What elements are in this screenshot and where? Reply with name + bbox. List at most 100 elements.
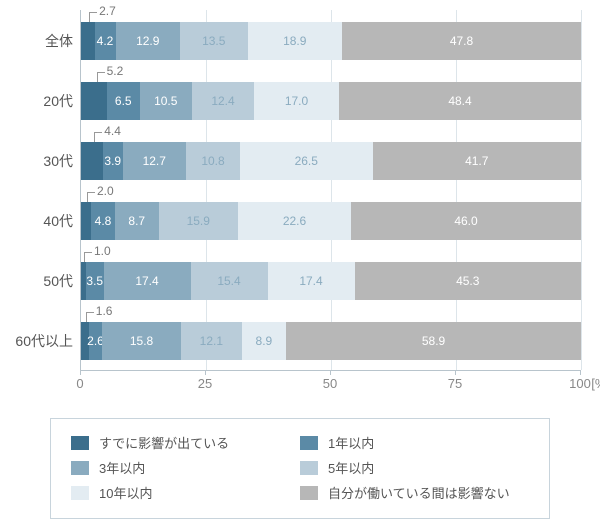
bar-segment: 3.9 — [103, 142, 123, 180]
x-tick-label: 50 — [323, 376, 337, 391]
segment-value: 58.9 — [422, 334, 445, 348]
segment-value: 22.6 — [283, 214, 306, 228]
segment-value: 3.5 — [86, 274, 103, 288]
segment-value: 15.4 — [217, 274, 240, 288]
legend-item: 10年以内 — [71, 483, 300, 502]
bar-segment: 2.6 — [89, 322, 102, 360]
bar-segment: 3.5 — [86, 262, 104, 300]
legend-label: 3年以内 — [99, 458, 145, 477]
bar-segment: 22.6 — [238, 202, 351, 240]
bar-segment: 26.5 — [240, 142, 373, 180]
bar-segment: 10.5 — [140, 82, 193, 120]
legend-item: 3年以内 — [71, 458, 300, 477]
legend-label: 10年以内 — [99, 483, 152, 502]
bar-segment: 17.0 — [254, 82, 339, 120]
segment-value: 8.7 — [128, 214, 145, 228]
bar-segment: 4.8 — [91, 202, 115, 240]
segment-value: 10.8 — [201, 154, 224, 168]
segment-value: 47.8 — [450, 34, 473, 48]
segment-value: 3.9 — [104, 154, 121, 168]
legend-label: 5年以内 — [328, 458, 374, 477]
bar-segment: 10.8 — [186, 142, 240, 180]
legend-item: 1年以内 — [300, 433, 529, 452]
category-label: 40代 — [1, 211, 73, 231]
segment-value: 41.7 — [465, 154, 488, 168]
bar-segment: 8.9 — [242, 322, 287, 360]
segment-value: 46.0 — [454, 214, 477, 228]
segment-value: 10.5 — [154, 94, 177, 108]
bar-segment: 4.2 — [95, 22, 116, 60]
segment-value: 13.5 — [202, 34, 225, 48]
bar-segment: 47.8 — [342, 22, 581, 60]
segment-value: 12.1 — [200, 334, 223, 348]
gridline — [581, 10, 582, 370]
gridline — [456, 10, 457, 370]
category-label: 60代以上 — [1, 331, 73, 351]
segment-value: 12.7 — [143, 154, 166, 168]
bar-segment: 41.7 — [373, 142, 582, 180]
bar-segment: 58.9 — [286, 322, 581, 360]
bar-row: 全体4.212.913.518.947.82.7 — [81, 22, 581, 60]
category-label: 50代 — [1, 271, 73, 291]
bar-segment: 15.9 — [159, 202, 239, 240]
callout-value: 5.2 — [107, 64, 124, 78]
x-tick-label: 0 — [76, 376, 83, 391]
bar-segment — [81, 202, 91, 240]
segment-value: 18.9 — [283, 34, 306, 48]
category-label: 全体 — [1, 31, 73, 51]
bar-segment: 46.0 — [351, 202, 581, 240]
bar-segment: 48.4 — [339, 82, 581, 120]
plot-area: 全体4.212.913.518.947.82.720代6.510.512.417… — [80, 10, 580, 370]
bar-stack: 2.6 15.8 12.1 8.9 58.9 — [81, 322, 581, 360]
gridline — [331, 10, 332, 370]
bar-segment — [81, 22, 95, 60]
callout-value: 1.6 — [96, 304, 113, 318]
bar-segment: 12.4 — [192, 82, 254, 120]
bar-stack: 6.5 10.5 12.417.048.4 — [81, 82, 581, 120]
bar-row: 40代4.88.715.922.646.02.0 — [81, 202, 581, 240]
bar-segment: 8.7 — [115, 202, 159, 240]
bar-row: 60代以上2.615.812.18.958.91.6 — [81, 322, 581, 360]
bar-segment: 13.5 — [180, 22, 248, 60]
bar-segment: 45.3 — [355, 262, 582, 300]
legend-item: 自分が働いている間は影響ない — [300, 483, 529, 502]
segment-value: 6.5 — [115, 94, 132, 108]
bar-stack: 4.8 8.7 15.9 22.6 46.0 — [81, 202, 581, 240]
legend-swatch — [300, 436, 318, 450]
segment-value: 17.4 — [299, 274, 322, 288]
callout-value: 2.7 — [99, 4, 116, 18]
legend-item: 5年以内 — [300, 458, 529, 477]
legend-swatch — [300, 486, 318, 500]
x-tick-label: 25 — [198, 376, 212, 391]
legend-label: 自分が働いている間は影響ない — [328, 483, 510, 502]
category-label: 30代 — [1, 151, 73, 171]
legend: すでに影響が出ている1年以内3年以内5年以内10年以内自分が働いている間は影響な… — [50, 418, 550, 519]
legend-swatch — [71, 436, 89, 450]
bar-segment: 17.4 — [104, 262, 191, 300]
bar-stack: 4.2 12.9 13.5 18.9 47.8 — [81, 22, 581, 60]
gridline — [206, 10, 207, 370]
segment-value: 15.8 — [130, 334, 153, 348]
bar-segment: 17.4 — [268, 262, 355, 300]
segment-value: 17.4 — [135, 274, 158, 288]
x-tick-label: 75 — [448, 376, 462, 391]
bar-segment: 15.8 — [102, 322, 181, 360]
bar-segment: 18.9 — [248, 22, 343, 60]
legend-swatch — [71, 486, 89, 500]
chart-container: 全体4.212.913.518.947.82.720代6.510.512.417… — [0, 0, 600, 400]
callout-value: 4.4 — [104, 124, 121, 138]
segment-value: 8.9 — [256, 334, 273, 348]
bar-row: 30代3.912.710.826.541.74.4 — [81, 142, 581, 180]
x-tick-label: 100 — [569, 376, 591, 391]
segment-value: 4.8 — [95, 214, 112, 228]
legend-swatch — [71, 461, 89, 475]
bar-row: 50代3.517.415.417.445.31.0 — [81, 262, 581, 300]
segment-value: 12.9 — [136, 34, 159, 48]
x-axis: [%] 0255075100 — [80, 370, 580, 400]
bar-segment: 12.9 — [116, 22, 181, 60]
legend-swatch — [300, 461, 318, 475]
x-axis-unit: [%] — [591, 376, 600, 391]
legend-label: 1年以内 — [328, 433, 374, 452]
bar-segment: 6.5 — [107, 82, 140, 120]
category-label: 20代 — [1, 91, 73, 111]
